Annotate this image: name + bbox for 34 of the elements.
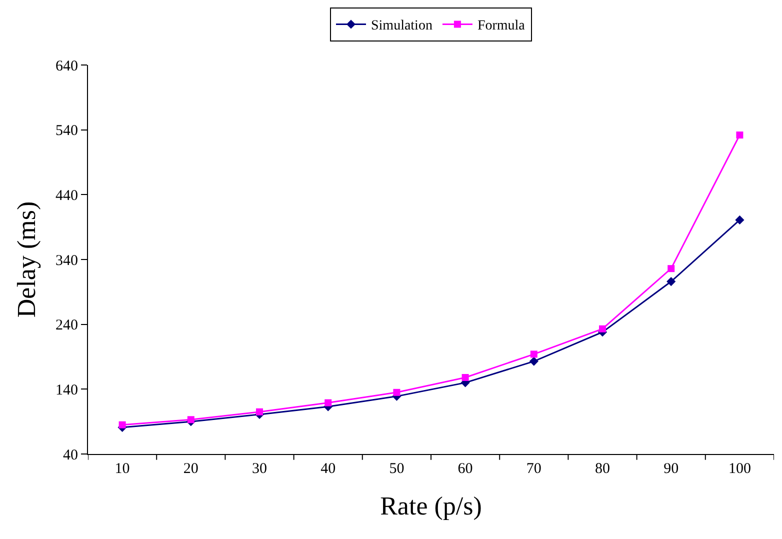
legend-label: Simulation — [371, 18, 432, 34]
point — [668, 265, 675, 272]
y-tick-label: 40 — [63, 447, 78, 464]
y-axis-title: Delay (ms) — [12, 201, 41, 318]
y-tick-label: 440 — [56, 188, 78, 204]
x-tick-label: 50 — [389, 461, 404, 477]
point — [529, 356, 538, 366]
x-tick-label: 60 — [458, 461, 473, 477]
point — [462, 374, 469, 381]
y-tick-label: 240 — [56, 318, 78, 334]
point — [118, 421, 126, 428]
point — [599, 325, 606, 332]
point — [187, 416, 194, 424]
y-tick-label: 640 — [56, 58, 78, 74]
point — [736, 132, 744, 139]
x-tick-label: 90 — [664, 461, 679, 477]
legend-label: Formula — [477, 18, 526, 34]
x-axis-title: Rate (p/s) — [380, 492, 482, 521]
y-tick-label: 140 — [56, 382, 78, 398]
point — [666, 276, 676, 286]
point — [324, 399, 332, 406]
x-tick-label: 10 — [114, 461, 130, 477]
point — [393, 388, 400, 396]
point — [530, 350, 538, 358]
x-tick-label: 80 — [595, 461, 610, 477]
x-tick-label: 40 — [320, 461, 336, 477]
point — [735, 215, 744, 224]
point — [256, 408, 263, 416]
x-tick-label: 20 — [183, 461, 198, 477]
y-tick-label: 340 — [56, 252, 78, 269]
x-tick-label: 100 — [728, 461, 751, 477]
y-tick-label: 540 — [56, 123, 78, 140]
x-tick-label: 70 — [526, 461, 542, 477]
x-tick-label: 30 — [252, 461, 267, 477]
